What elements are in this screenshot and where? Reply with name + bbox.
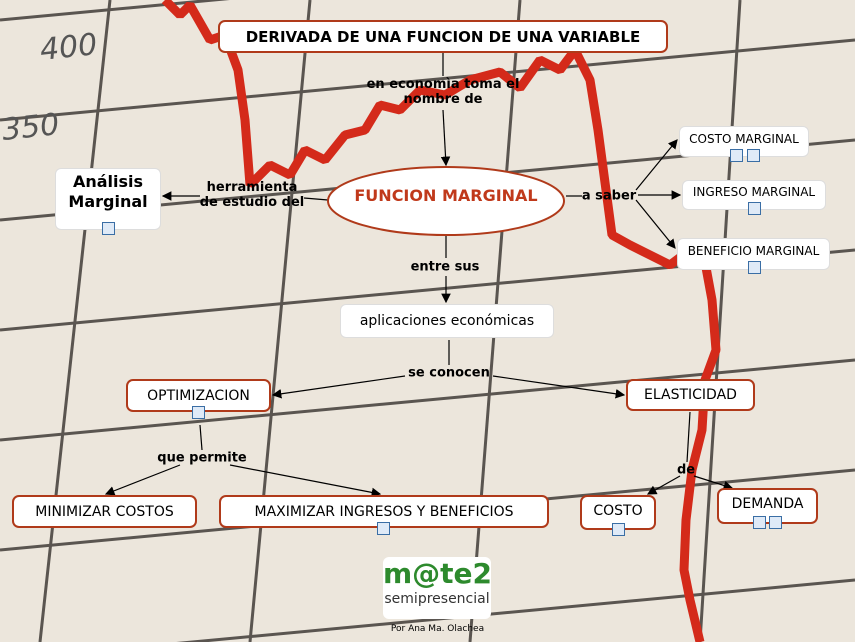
resource-icon[interactable]: [377, 522, 390, 535]
node[interactable]: ELASTICIDAD: [626, 379, 755, 411]
image-icon[interactable]: [192, 406, 205, 419]
map-icon[interactable]: [748, 202, 761, 215]
resource-icon[interactable]: [102, 222, 115, 235]
node[interactable]: Análisis Marginal: [55, 168, 161, 230]
node[interactable]: MINIMIZAR COSTOS: [12, 495, 197, 528]
link-label: entre sus: [410, 259, 480, 275]
node[interactable]: MAXIMIZAR INGRESOS Y BENEFICIOS: [219, 495, 549, 528]
logo-brand: m@te2: [383, 557, 493, 590]
link-label: en economìa toma el nombre de: [366, 77, 520, 107]
credit: Por Ana Ma. Olachea: [390, 624, 485, 634]
center-node[interactable]: FUNCION MARGINAL: [354, 186, 538, 205]
axis-label: 350: [0, 107, 61, 148]
link-label: se conocen: [408, 365, 490, 381]
axis-label: 400: [38, 27, 99, 68]
node[interactable]: DEMANDA: [717, 488, 818, 524]
link-label: que permite: [157, 450, 247, 466]
map-icon[interactable]: [748, 261, 761, 274]
node[interactable]: COSTO MARGINAL: [679, 126, 809, 157]
link-label: a saber: [581, 188, 637, 204]
logo: m@te2 semipresencial: [383, 557, 493, 619]
title-node[interactable]: DERIVADA DE UNA FUNCION DE UNA VARIABLE: [218, 20, 668, 53]
link-label: herramienta de estudio del: [199, 180, 305, 210]
map-icon[interactable]: [747, 149, 760, 162]
node[interactable]: COSTO: [580, 495, 656, 530]
resource-icon[interactable]: [730, 149, 743, 162]
map-icon[interactable]: [612, 523, 625, 536]
map-icon[interactable]: [769, 516, 782, 529]
node[interactable]: aplicaciones económicas: [340, 304, 554, 338]
logo-subtitle: semipresencial: [384, 591, 490, 607]
resource-icon[interactable]: [753, 516, 766, 529]
link-label: de: [676, 462, 696, 478]
